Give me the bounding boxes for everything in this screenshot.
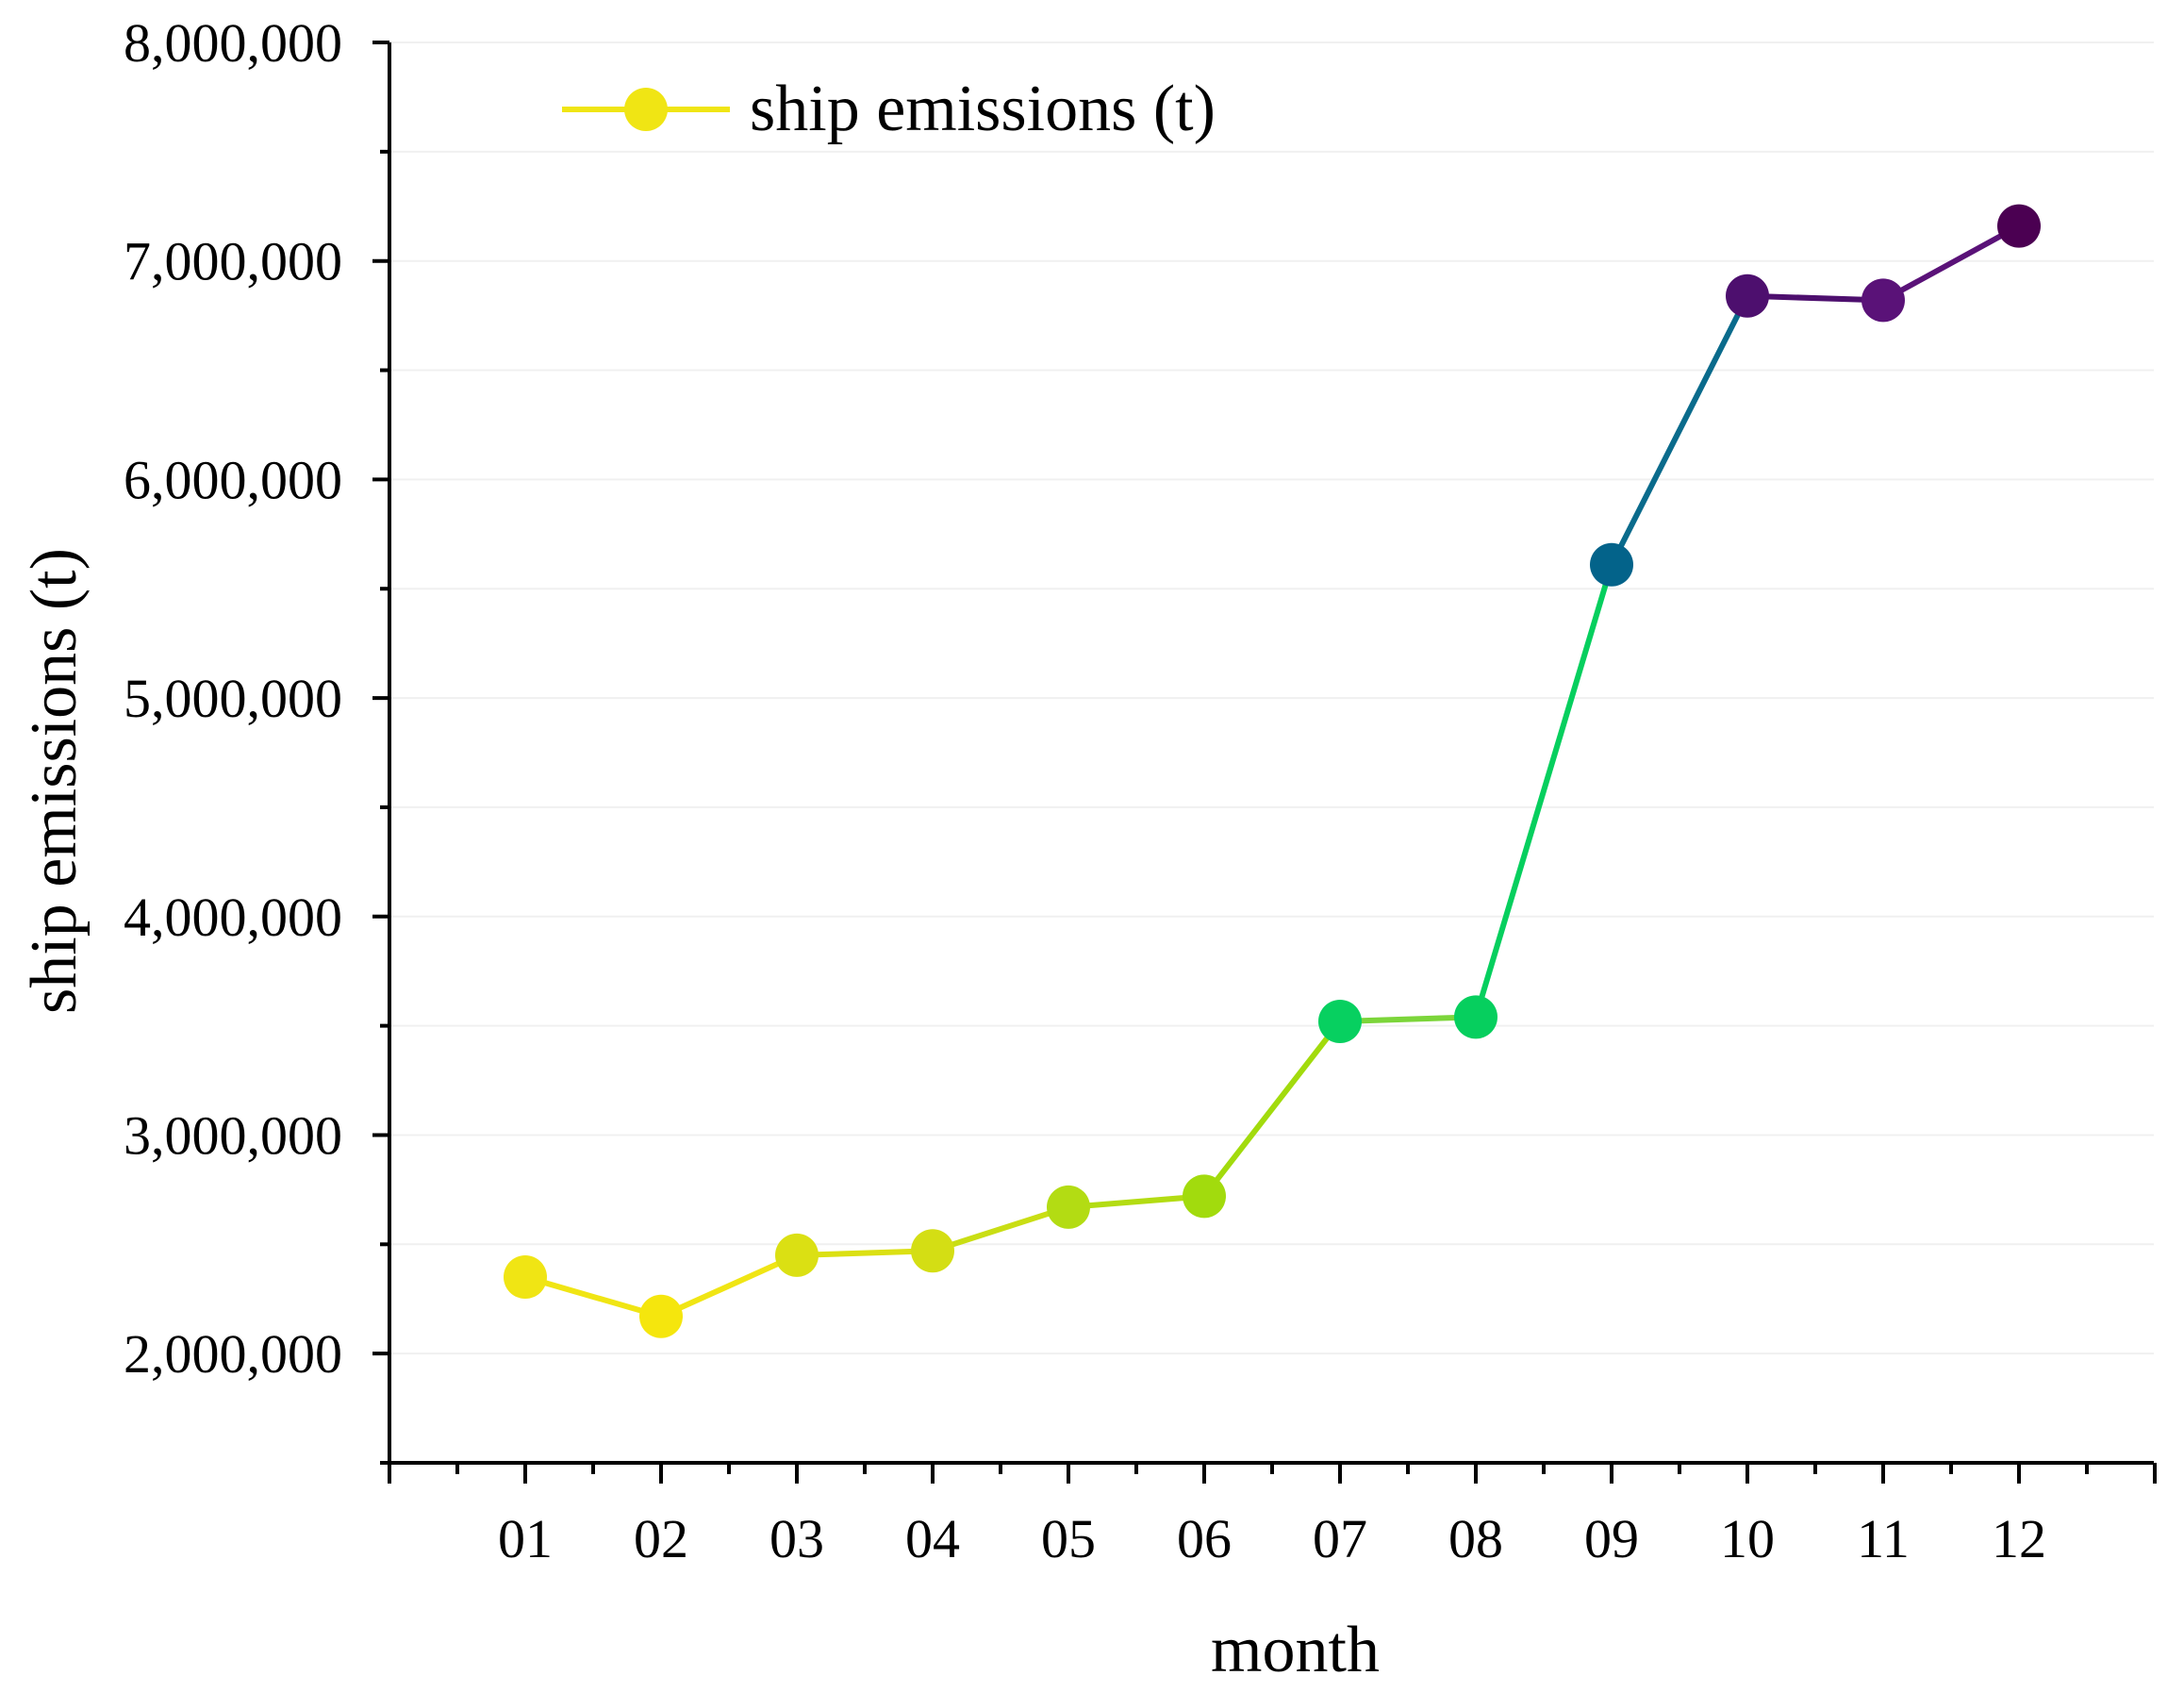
y-tick-label: 4,000,000 bbox=[124, 887, 342, 948]
data-point bbox=[1726, 274, 1769, 318]
y-tick-label: 8,000,000 bbox=[124, 12, 342, 74]
data-point bbox=[1997, 204, 2041, 248]
x-tick-label: 12 bbox=[1992, 1508, 2046, 1569]
axes bbox=[388, 42, 2154, 1465]
x-tick-label: 01 bbox=[498, 1508, 553, 1569]
x-tick-label: 03 bbox=[769, 1508, 824, 1569]
gridlines bbox=[389, 41, 2154, 1464]
y-tick-label: 7,000,000 bbox=[124, 231, 342, 292]
series-line-segment bbox=[658, 1252, 800, 1319]
y-tick-label: 3,000,000 bbox=[124, 1104, 342, 1166]
series-line-segment bbox=[522, 1274, 664, 1319]
series-line-segment bbox=[1066, 1193, 1207, 1210]
x-tick-label: 08 bbox=[1448, 1508, 1503, 1569]
series bbox=[504, 204, 2041, 1338]
series-line-segment bbox=[1201, 1018, 1343, 1200]
axis-ticks bbox=[372, 41, 2157, 1484]
series-line-segment bbox=[794, 1248, 935, 1258]
data-point bbox=[504, 1255, 547, 1300]
x-tick-label: 10 bbox=[1720, 1508, 1775, 1569]
data-point bbox=[1454, 995, 1497, 1039]
data-point bbox=[1318, 999, 1362, 1043]
y-axis-title: ship emissions (t) bbox=[18, 548, 91, 1014]
series-line-segment bbox=[930, 1203, 1071, 1254]
data-point bbox=[775, 1233, 819, 1277]
y-tick-label: 2,000,000 bbox=[124, 1323, 342, 1385]
data-point bbox=[1861, 278, 1905, 323]
y-tick-label: 6,000,000 bbox=[124, 449, 342, 510]
legend: ship emissions (t) bbox=[562, 73, 1216, 145]
x-tick-label: 02 bbox=[634, 1508, 688, 1569]
x-axis-title: month bbox=[1211, 1614, 1380, 1686]
data-point bbox=[639, 1294, 683, 1338]
y-tick-label: 5,000,000 bbox=[124, 668, 342, 729]
data-point bbox=[1590, 542, 1633, 587]
x-tick-label: 06 bbox=[1177, 1508, 1232, 1569]
x-tick-label: 07 bbox=[1313, 1508, 1367, 1569]
data-point bbox=[1047, 1185, 1090, 1229]
data-point bbox=[911, 1229, 954, 1273]
x-tick-label: 09 bbox=[1584, 1508, 1639, 1569]
series-line-segment bbox=[1609, 292, 1750, 568]
series-line-segment bbox=[1473, 561, 1614, 1020]
legend-entry: ship emissions (t) bbox=[750, 73, 1216, 145]
x-tick-label: 05 bbox=[1041, 1508, 1096, 1569]
tick-labels: 2,000,000 3,000,000 4,000,000 5,000,000 6,00… bbox=[124, 12, 2046, 1569]
data-point bbox=[1183, 1174, 1226, 1219]
series-line-segment bbox=[1337, 1014, 1479, 1024]
legend-marker-swatch bbox=[624, 88, 668, 131]
series-line-segment bbox=[1880, 223, 2022, 304]
x-tick-label: 11 bbox=[1857, 1508, 1910, 1569]
x-tick-label: 04 bbox=[905, 1508, 960, 1569]
series-line-segment bbox=[1745, 292, 1886, 304]
